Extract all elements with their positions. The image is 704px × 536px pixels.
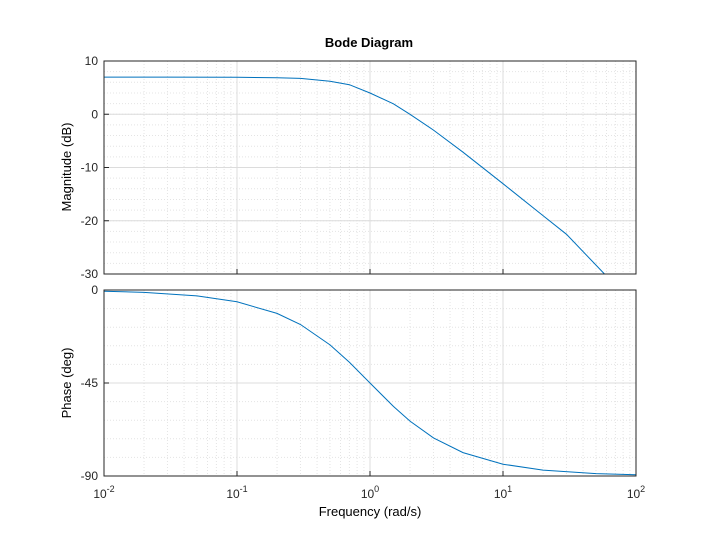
xtick-exponent: 2 (640, 484, 645, 494)
phase-axes-frame (103, 289, 637, 477)
xtick-base: 10 (627, 487, 641, 501)
xtick-label: 10-1 (226, 484, 247, 501)
phase-panel: 0 -45 -90 Phase (deg) (59, 283, 637, 483)
mag-ytick-label: -10 (81, 161, 99, 175)
xtick-base: 10 (494, 487, 508, 501)
xtick-label: 101 (494, 484, 512, 501)
magnitude-ylabel: Magnitude (dB) (59, 123, 74, 212)
xtick-base: 10 (93, 487, 107, 501)
xtick-exponent: -1 (240, 484, 248, 494)
xtick-label: 10-2 (93, 484, 114, 501)
xtick-base: 10 (361, 487, 375, 501)
ph-ytick-label: -45 (81, 376, 99, 390)
xtick-exponent: 1 (507, 484, 512, 494)
ph-ytick-label: 0 (91, 283, 98, 297)
xtick-label: 100 (361, 484, 379, 501)
ph-series-line (103, 290, 637, 476)
ph-ytick-label: -90 (81, 469, 99, 483)
magnitude-axes-frame (103, 60, 637, 275)
xtick-exponent: 0 (374, 484, 379, 494)
mag-ytick-label: -20 (81, 214, 99, 228)
mag-ytick-label: -30 (81, 267, 99, 281)
xtick-exponent: -2 (107, 484, 115, 494)
frequency-xlabel: Frequency (rad/s) (319, 504, 422, 519)
phase-ylabel: Phase (deg) (59, 348, 74, 419)
xtick-label: 102 (627, 484, 645, 501)
chart-title: Bode Diagram (325, 35, 413, 50)
magnitude-panel: 10 0 -10 -20 -30 Magnitude (dB) (59, 54, 637, 281)
xtick-base: 10 (226, 487, 240, 501)
mag-series-line (104, 76, 605, 275)
mag-ytick-label: 0 (91, 107, 98, 121)
mag-ytick-label: 10 (85, 54, 99, 68)
